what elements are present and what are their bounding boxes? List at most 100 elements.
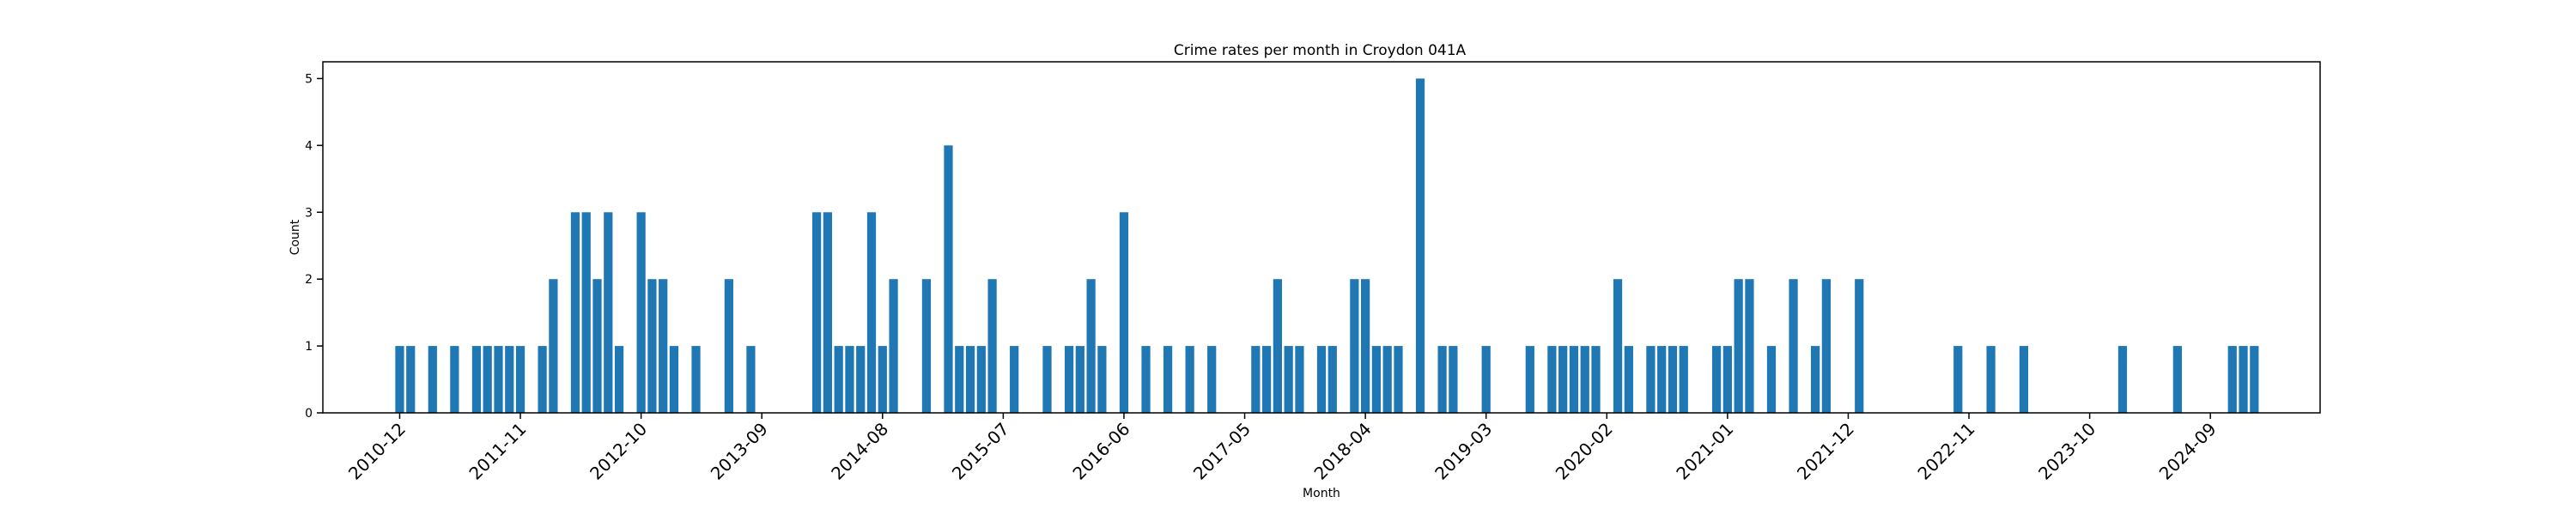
bar-2023-01 [1986, 346, 1996, 413]
bar-2013-08 [746, 346, 756, 413]
bar-2020-12 [1711, 346, 1722, 413]
bar-2015-04 [965, 346, 975, 413]
bar-2019-11 [1569, 346, 1579, 413]
bar-2025-01 [2250, 346, 2259, 413]
bar-2014-08 [878, 346, 887, 413]
bar-2014-04 [834, 346, 843, 413]
bar-2016-03 [1086, 279, 1096, 413]
bar-2013-01 [669, 346, 679, 413]
bar-2015-05 [976, 346, 986, 413]
bar-2018-11 [1437, 346, 1447, 413]
bar-2022-01 [1855, 279, 1864, 413]
bar-2021-03 [1745, 279, 1754, 413]
bar-2011-03 [428, 346, 437, 413]
bar-2016-02 [1075, 346, 1084, 413]
bar-2018-05 [1371, 346, 1382, 413]
bar-2014-06 [856, 346, 866, 413]
bar-2011-01 [406, 346, 416, 413]
bar-2016-12 [1185, 346, 1194, 413]
bar-2017-06 [1251, 346, 1261, 413]
bar-2011-05 [450, 346, 459, 413]
bar-2012-10 [636, 212, 646, 413]
bar-2018-06 [1382, 346, 1392, 413]
bar-2024-12 [2239, 346, 2248, 413]
bar-2015-06 [987, 279, 997, 413]
x-axis-label: Month [1303, 487, 1340, 500]
bar-2018-09 [1415, 78, 1425, 413]
plot-frame [322, 61, 2321, 414]
bar-2015-11 [1042, 346, 1052, 413]
bar-2014-12 [921, 279, 932, 413]
bar-2010-12 [395, 346, 404, 413]
bar-2018-12 [1449, 346, 1458, 413]
bar-2013-06 [724, 279, 733, 413]
bar-2019-09 [1547, 346, 1557, 413]
bar-2018-07 [1394, 346, 1403, 413]
bar-2012-04 [570, 212, 580, 413]
bar-2020-07 [1657, 346, 1667, 413]
bar-2013-03 [691, 346, 701, 413]
bar-2024-01 [2117, 346, 2128, 413]
y-tick-label: 4 [305, 139, 313, 153]
bar-2017-08 [1273, 279, 1282, 413]
bar-2021-07 [1789, 279, 1798, 413]
bar-2017-10 [1295, 346, 1304, 413]
bar-2020-03 [1613, 279, 1623, 413]
chart-title: Crime rates per month in Croydon 041A [1174, 42, 1467, 59]
bar-2014-09 [889, 279, 898, 413]
bar-2021-05 [1766, 346, 1777, 413]
y-tick-label: 2 [305, 273, 313, 287]
bar-2021-10 [1821, 279, 1832, 413]
bar-2019-03 [1481, 346, 1491, 413]
bar-2021-01 [1722, 346, 1732, 413]
bar-2011-09 [494, 346, 503, 413]
bar-2011-11 [515, 346, 526, 413]
bar-2012-05 [581, 212, 591, 413]
y-tick-label: 3 [305, 206, 313, 220]
bar-2016-08 [1141, 346, 1151, 413]
bar-2011-07 [471, 346, 482, 413]
bar-2014-07 [866, 212, 877, 413]
bar-2023-04 [2019, 346, 2029, 413]
bar-2014-05 [845, 346, 854, 413]
bar-2017-07 [1261, 346, 1272, 413]
bar-2012-02 [549, 279, 558, 413]
bar-2024-06 [2172, 346, 2182, 413]
y-tick-label: 0 [305, 407, 313, 421]
bar-2012-08 [614, 346, 624, 413]
bar-2024-11 [2227, 346, 2237, 413]
bar-2015-02 [944, 145, 953, 413]
bar-2016-04 [1097, 346, 1107, 413]
bar-2011-08 [483, 346, 492, 413]
bar-2022-10 [1953, 346, 1963, 413]
bar-2019-10 [1558, 346, 1568, 413]
bar-2021-09 [1810, 346, 1820, 413]
bar-2015-03 [955, 346, 964, 413]
bar-2012-01 [538, 346, 547, 413]
bar-2012-06 [592, 279, 602, 413]
bar-2017-09 [1284, 346, 1293, 413]
bar-2017-02 [1207, 346, 1217, 413]
bar-2018-03 [1350, 279, 1359, 413]
bar-2020-08 [1668, 346, 1678, 413]
y-tick-label: 5 [305, 72, 313, 86]
bar-2018-01 [1327, 346, 1337, 413]
bar-2021-02 [1734, 279, 1743, 413]
bar-2017-12 [1316, 346, 1327, 413]
bar-2016-06 [1119, 212, 1129, 413]
bar-2019-07 [1525, 346, 1534, 413]
bar-2020-06 [1646, 346, 1656, 413]
y-tick-label: 1 [305, 340, 313, 354]
bar-2012-12 [659, 279, 668, 413]
y-axis-label: Count [289, 219, 302, 255]
bar-2018-04 [1361, 279, 1370, 413]
bar-2011-10 [505, 346, 514, 413]
bar-2012-07 [604, 212, 613, 413]
y-axis: 0 1 2 3 4 5 [305, 72, 323, 421]
bar-2016-01 [1064, 346, 1074, 413]
bar-2014-02 [811, 212, 822, 413]
bar-2020-09 [1679, 346, 1688, 413]
bar-2020-04 [1624, 346, 1633, 413]
